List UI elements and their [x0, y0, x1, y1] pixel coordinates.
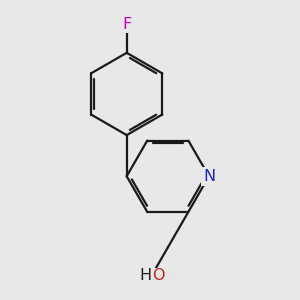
Text: H: H: [139, 268, 152, 284]
Text: F: F: [122, 16, 131, 32]
Text: N: N: [203, 169, 215, 184]
Text: O: O: [152, 268, 165, 284]
